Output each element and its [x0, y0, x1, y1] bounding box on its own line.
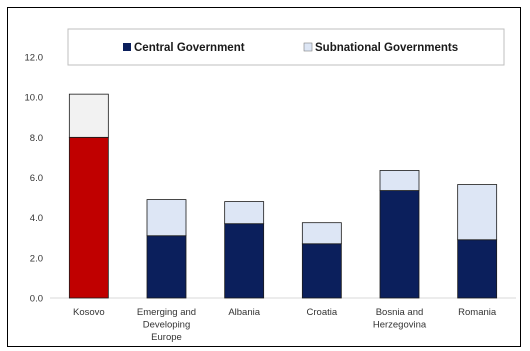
legend-swatch-central — [123, 43, 131, 51]
y-tick-label: 12.0 — [25, 53, 44, 64]
legend-label-central: Central Government — [134, 42, 245, 54]
bar-subnational-governments — [68, 93, 109, 138]
bar-subnational-governments — [301, 222, 342, 245]
bar-central-government — [457, 239, 498, 299]
y-tick-label: 6.0 — [30, 173, 43, 184]
y-tick-label: 10.0 — [25, 93, 44, 104]
bar-central-government — [379, 190, 420, 299]
legend-label-subnational: Subnational Governments — [315, 42, 458, 54]
x-category-label: Romania — [458, 307, 497, 318]
legend-box — [67, 28, 505, 66]
x-category-label: Kosovo — [73, 307, 105, 318]
x-category-label: Emerging and Developing Europe — [137, 307, 196, 343]
x-category-label: Bosnia and Herzegovina — [373, 307, 427, 331]
y-tick-label: 4.0 — [30, 213, 43, 224]
y-tick-label: 8.0 — [30, 133, 43, 144]
x-category-label: Croatia — [307, 307, 338, 318]
bar-subnational-governments — [146, 199, 187, 237]
bar-subnational-governments — [224, 201, 265, 225]
chart-svg: Central Government Subnational Governmen… — [25, 28, 516, 343]
bar-central-government — [224, 223, 265, 299]
legend-swatch-subnational — [303, 42, 313, 52]
y-tick-label: 0.0 — [30, 294, 43, 305]
x-category-label: Albania — [228, 307, 260, 318]
chart-frame: Central Government Subnational Governmen… — [7, 7, 521, 347]
bar-subnational-governments — [379, 170, 420, 191]
bar-central-government — [301, 243, 342, 299]
bar-central-government — [146, 235, 187, 299]
y-tick-label: 2.0 — [30, 253, 43, 264]
bar-subnational-governments — [457, 184, 498, 241]
bar-central-government — [68, 136, 109, 299]
